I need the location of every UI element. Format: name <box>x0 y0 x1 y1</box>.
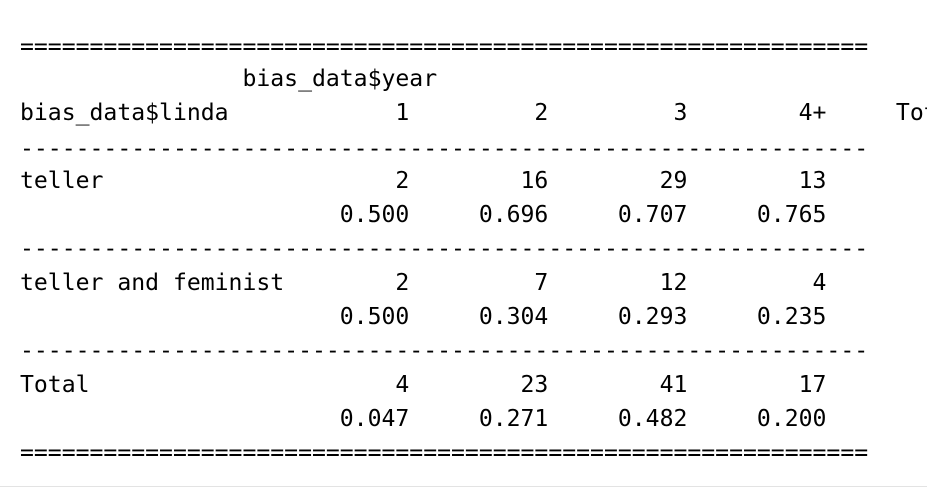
row-total-proportions: 0.047 0.271 0.482 0.200 <box>20 406 827 432</box>
separator-rule: ----------------------------------------… <box>20 136 869 162</box>
top-double-rule: ========================================… <box>20 34 869 60</box>
column-variable-label: bias_data$year <box>20 66 438 92</box>
row-teller-counts: teller 2 16 29 13 60 <box>20 168 927 194</box>
bottom-double-rule: ========================================… <box>20 440 869 466</box>
bottom-border <box>0 486 927 487</box>
row-total-counts: Total 4 23 41 17 85 <box>20 372 927 398</box>
row-teller-proportions: 0.500 0.696 0.707 0.765 <box>20 202 827 228</box>
row-teller-and-feminist-proportions: 0.500 0.304 0.293 0.235 <box>20 304 827 330</box>
header-row: bias_data$linda 1 2 3 4+ Total <box>20 100 927 126</box>
row-teller-and-feminist-counts: teller and feminist 2 7 12 4 25 <box>20 270 927 296</box>
separator-rule: ----------------------------------------… <box>20 236 869 262</box>
separator-rule: ----------------------------------------… <box>20 338 869 364</box>
